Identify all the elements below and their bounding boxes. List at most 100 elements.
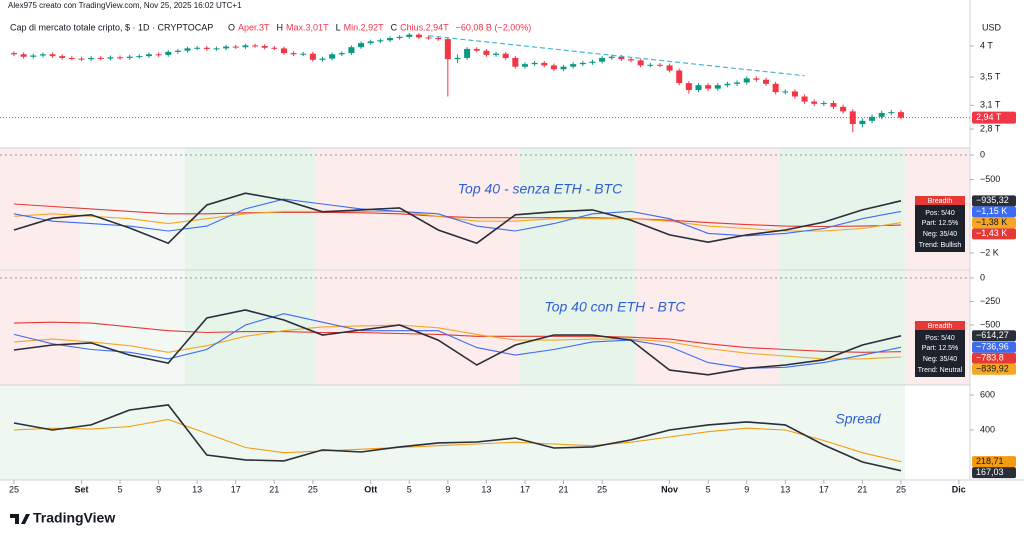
candle-body: [271, 47, 278, 49]
x-tick-label: Nov: [661, 484, 678, 494]
series-line: [13, 324, 902, 360]
candle-body: [734, 82, 741, 84]
x-tick-label: 25: [597, 484, 607, 494]
candle-body: [415, 34, 422, 38]
y-tick-label: −500: [980, 174, 1000, 184]
x-tick-label: 9: [156, 484, 161, 494]
series-line: [13, 210, 902, 232]
breadth-box: Breadth Pos: 5/40 Part: 12.5% Neg: 35/40…: [915, 321, 965, 377]
candle-body: [117, 57, 124, 59]
breadth-header: [915, 196, 965, 205]
last-value-bg: [972, 228, 1016, 240]
last-value-bg: [972, 195, 1016, 207]
candle-body: [512, 57, 519, 67]
candle-body: [223, 46, 230, 49]
y-tick-label: 0: [980, 149, 985, 159]
candle-body: [30, 55, 37, 57]
candle-body: [579, 62, 586, 65]
y-tick-label: 2,8 T: [980, 123, 1001, 133]
breadth-part: Part: 12.5%: [922, 220, 959, 227]
candle-body: [820, 103, 827, 105]
y-tick-label: −500: [980, 319, 1000, 329]
legend-value: Max.3,01T: [286, 22, 329, 32]
x-tick-label: 17: [231, 484, 241, 494]
candle-body: [628, 59, 635, 61]
y-tick-label: 3,1 T: [980, 100, 1001, 110]
last-value-label: −783,8: [976, 353, 1004, 363]
candle-body: [203, 47, 210, 49]
breadth-neg: Neg: 35/40: [923, 231, 957, 238]
last-value-bg: [972, 467, 1016, 479]
candle-body: [280, 48, 287, 54]
candle-body: [435, 38, 442, 40]
candle-body: [194, 47, 201, 49]
legend-key: L: [336, 22, 341, 32]
x-tick-label: 13: [192, 484, 202, 494]
candle-body: [213, 48, 220, 50]
candle-body: [541, 62, 548, 66]
candle-body: [252, 45, 259, 47]
breadth-neg: Neg: 35/40: [923, 356, 957, 363]
candle-body: [656, 64, 663, 66]
last-value-label: −1,38 K: [976, 217, 1007, 227]
x-tick-label: Set: [74, 484, 88, 494]
breadth-title: Breadth: [928, 323, 953, 330]
last-value-label: −614,27: [976, 330, 1009, 340]
candle-body: [859, 120, 866, 125]
x-tick-label: 5: [118, 484, 123, 494]
candle-body: [695, 85, 702, 91]
candle-body: [126, 56, 133, 58]
candle-body: [319, 58, 326, 60]
pane-title: Top 40 - senza ETH - BTC: [458, 181, 623, 197]
candle-body: [68, 57, 75, 59]
x-tick-label: 13: [481, 484, 491, 494]
x-tick-label: Dic: [952, 484, 966, 494]
y-tick-label: 3,5 T: [980, 71, 1001, 81]
legend-change: −60,08 B (−2,00%): [456, 22, 532, 32]
candle-body: [724, 83, 731, 86]
candle-body: [637, 60, 644, 66]
x-tick-label: 17: [819, 484, 829, 494]
candle-body: [830, 103, 837, 107]
series-line: [13, 309, 902, 376]
bg-bullish: [520, 148, 635, 385]
candle-body: [338, 53, 345, 55]
candle-body: [242, 45, 249, 48]
candle-body: [155, 54, 162, 56]
candle-body: [20, 54, 27, 57]
x-tick-label: 25: [896, 484, 906, 494]
candle-body: [685, 83, 692, 91]
pane-title: Spread: [835, 411, 881, 427]
bg-bullish: [185, 148, 315, 385]
candle-body: [473, 48, 480, 51]
candle-body: [396, 36, 403, 39]
candle-body: [348, 47, 355, 54]
candle-body: [300, 53, 307, 55]
legend-key: O: [228, 22, 235, 32]
candle-body: [59, 56, 66, 58]
currency: USD: [982, 22, 1002, 32]
candle-body: [232, 46, 239, 48]
series-line: [13, 203, 902, 228]
breadth-pos: Pos: 5/40: [925, 335, 955, 342]
candle-body: [676, 70, 683, 84]
candle-body: [608, 56, 615, 58]
candle-body: [493, 53, 500, 55]
x-tick-label: 21: [857, 484, 867, 494]
y-tick-label: 400: [980, 424, 995, 434]
candle-body: [464, 48, 471, 58]
last-value-label: −1,43 K: [976, 228, 1007, 238]
candle-body: [840, 106, 847, 112]
series-line: [13, 418, 902, 463]
y-tick-label: −250: [980, 296, 1000, 306]
x-tick-label: 17: [520, 484, 530, 494]
candle-body: [753, 78, 760, 80]
candle-body: [10, 53, 17, 55]
x-tick-label: 9: [744, 484, 749, 494]
price-label: 2,94 T: [976, 112, 1002, 122]
candle-body: [666, 65, 673, 71]
candle-body: [425, 37, 432, 39]
candle-body: [290, 53, 297, 55]
candle-body: [897, 112, 904, 118]
logo-icon: [10, 514, 30, 524]
